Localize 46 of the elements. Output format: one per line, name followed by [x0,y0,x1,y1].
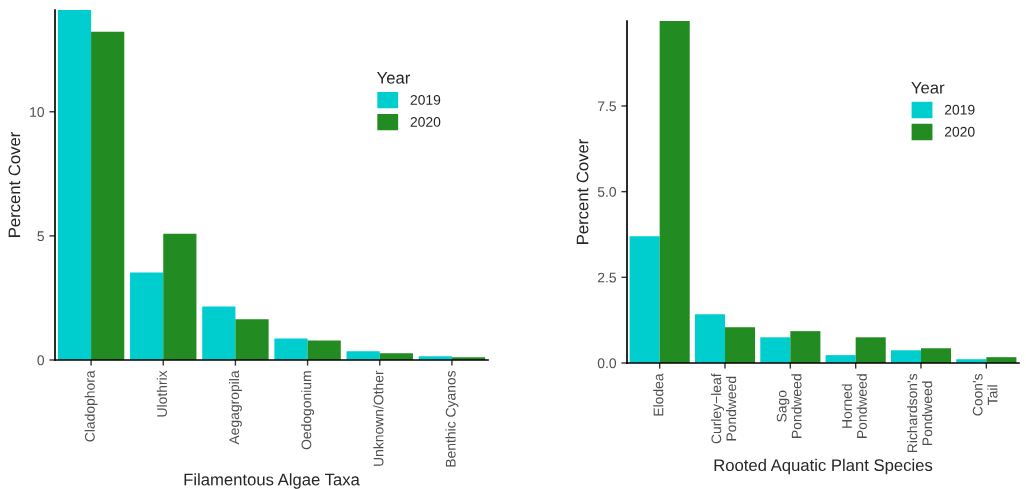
x-tick-label: Coon's Tail [972,373,998,416]
bar [790,331,821,363]
legend-title: Year [911,81,945,94]
legend-title: Year [377,72,411,84]
x-tick-label: Horned Pondweed [841,374,867,438]
x-tick-label: Ulothrix [156,370,167,417]
x-tick-label: Curley−leaf Pondweed [711,373,737,444]
y-tick-label: 5 [37,231,44,242]
bar [346,351,380,360]
legend-label: 2019 [944,104,975,115]
bar [694,314,725,363]
bar [163,233,197,360]
x-axis-title: Rooted Aquatic Plant Species [714,458,933,475]
y-axis-title: Percent Cover [8,132,21,237]
x-tick-label: Richardson's Pondweed [907,373,933,453]
bar [659,21,690,363]
x-axis-title: Filamentous Algae Taxa [184,473,360,489]
bar [235,319,269,360]
bar [725,327,756,363]
y-tick-label: 0 [37,355,45,366]
y-tick-label: 5.0 [597,186,617,197]
bar [274,338,308,360]
bar [307,340,341,360]
bar [921,348,952,363]
bar [202,306,236,360]
bar [855,337,886,363]
x-tick-label: Sago Pondweed [776,374,802,438]
bar [91,31,125,360]
y-tick-label: 7.5 [597,101,616,112]
legend-label: 2020 [410,116,441,127]
legend-label: 2020 [944,126,975,137]
bar [890,350,921,363]
y-axis-title: Percent Cover [576,139,589,244]
y-tick-label: 0.0 [597,358,617,369]
legend-label: 2019 [410,94,441,105]
bar [760,337,791,363]
x-tick-label: Cladophora [84,370,98,442]
x-tick-label: Unknown/Other [373,370,384,466]
bar [629,236,660,363]
bar [130,272,164,360]
x-tick-label: Oedogonium [301,371,315,450]
y-tick-label: 10 [30,107,45,117]
x-tick-label: Elodea [653,373,664,416]
x-tick-label: Aegagropila [228,370,242,445]
x-tick-label: Benthic Cyanos [445,370,459,467]
y-tick-label: 2.5 [597,272,616,283]
